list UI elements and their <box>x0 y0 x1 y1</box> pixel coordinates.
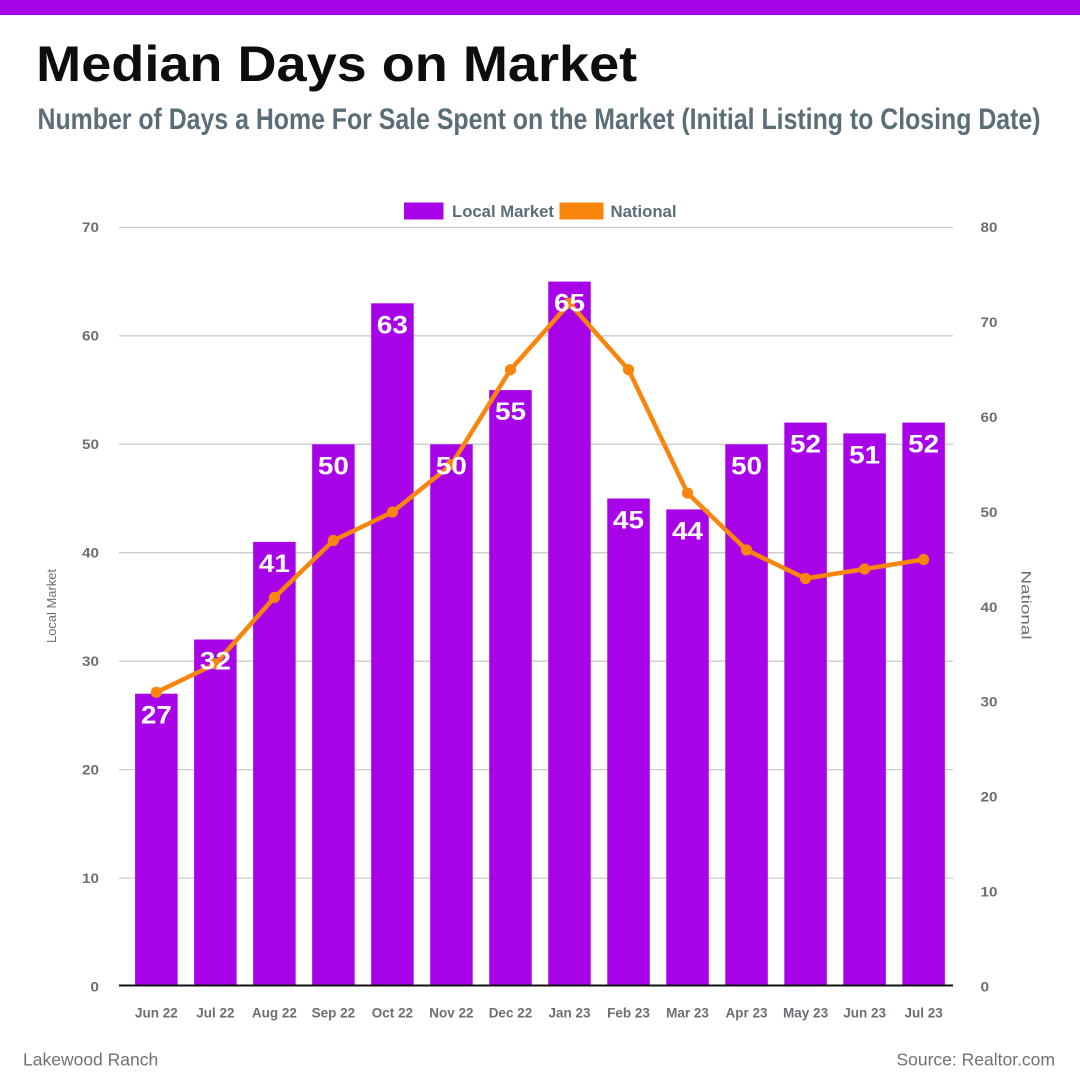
svg-text:60: 60 <box>981 410 998 425</box>
svg-text:65: 65 <box>554 290 585 318</box>
svg-text:Median Days on Market: Median Days on Market <box>36 36 637 92</box>
svg-text:Lakewood Ranch: Lakewood Ranch <box>23 1050 158 1070</box>
svg-text:50: 50 <box>981 505 998 520</box>
svg-text:50: 50 <box>731 452 762 480</box>
svg-text:52: 52 <box>790 431 821 459</box>
svg-text:40: 40 <box>82 546 99 561</box>
svg-text:51: 51 <box>849 441 880 469</box>
svg-text:0: 0 <box>981 979 990 994</box>
svg-text:National: National <box>1019 571 1034 640</box>
svg-text:Dec 22: Dec 22 <box>489 1006 533 1021</box>
svg-text:0: 0 <box>90 979 99 994</box>
svg-text:10: 10 <box>82 871 99 886</box>
svg-text:Apr 23: Apr 23 <box>726 1006 769 1021</box>
svg-text:May 23: May 23 <box>783 1006 829 1021</box>
svg-text:32: 32 <box>200 648 231 676</box>
svg-text:Sep 22: Sep 22 <box>312 1006 356 1021</box>
svg-text:45: 45 <box>613 507 644 535</box>
svg-text:Jul 22: Jul 22 <box>196 1006 234 1021</box>
svg-text:National: National <box>611 202 677 221</box>
svg-text:Jan 23: Jan 23 <box>548 1006 591 1021</box>
svg-text:Local Market: Local Market <box>44 569 59 643</box>
svg-text:20: 20 <box>981 790 998 805</box>
svg-text:50: 50 <box>436 452 467 480</box>
svg-text:27: 27 <box>141 702 172 730</box>
svg-text:41: 41 <box>259 550 290 578</box>
svg-text:Nov 22: Nov 22 <box>429 1006 473 1021</box>
svg-text:63: 63 <box>377 311 408 339</box>
svg-text:70: 70 <box>82 220 99 235</box>
svg-text:52: 52 <box>908 431 939 459</box>
svg-text:30: 30 <box>82 654 99 669</box>
svg-text:50: 50 <box>82 437 99 452</box>
svg-text:70: 70 <box>981 315 998 330</box>
svg-text:Source: Realtor.com: Source: Realtor.com <box>896 1050 1055 1070</box>
svg-text:30: 30 <box>981 695 998 710</box>
svg-text:40: 40 <box>981 600 998 615</box>
svg-text:Local Market: Local Market <box>452 202 554 221</box>
svg-text:44: 44 <box>672 517 703 545</box>
svg-text:Feb 23: Feb 23 <box>607 1006 650 1021</box>
svg-text:Aug 22: Aug 22 <box>252 1006 297 1021</box>
svg-text:60: 60 <box>82 329 99 344</box>
svg-text:Oct 22: Oct 22 <box>372 1006 413 1021</box>
svg-text:Jun 22: Jun 22 <box>135 1006 178 1021</box>
svg-text:20: 20 <box>82 762 99 777</box>
svg-text:80: 80 <box>981 220 998 235</box>
svg-text:50: 50 <box>318 452 349 480</box>
svg-text:Jul 23: Jul 23 <box>904 1006 943 1021</box>
svg-text:Number of Days a Home For Sale: Number of Days a Home For Sale Spent on … <box>38 103 1041 136</box>
svg-text:55: 55 <box>495 398 526 426</box>
svg-text:Mar 23: Mar 23 <box>666 1006 709 1021</box>
svg-text:10: 10 <box>981 884 998 899</box>
svg-text:Jun 23: Jun 23 <box>843 1006 886 1021</box>
